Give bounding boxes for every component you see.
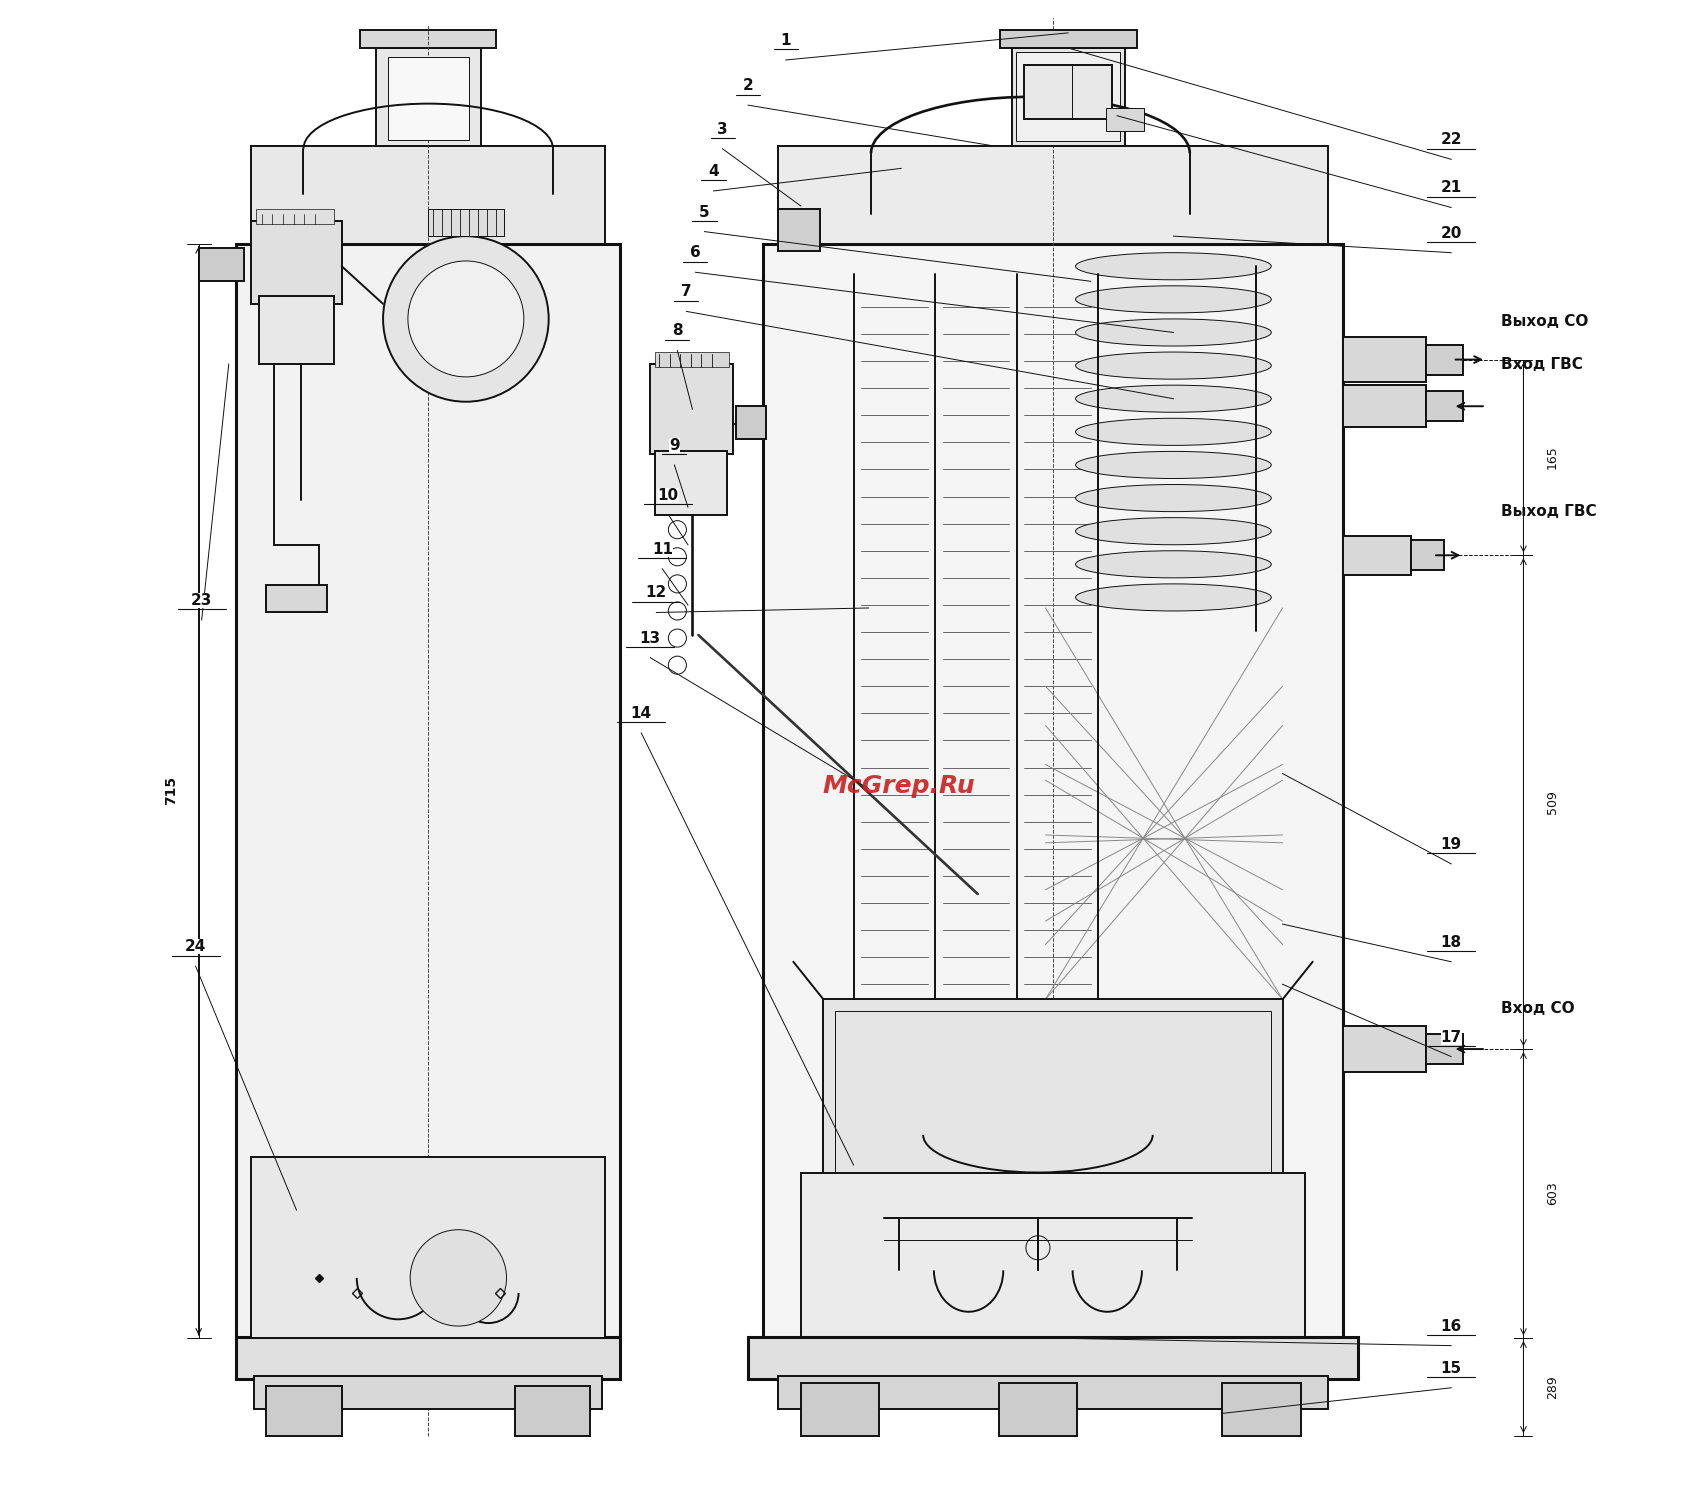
- Bar: [266, 585, 327, 612]
- Text: Выход ГВС: Выход ГВС: [1501, 505, 1597, 520]
- Ellipse shape: [1076, 385, 1271, 413]
- Bar: [266, 1386, 342, 1435]
- Text: Выход СО: Выход СО: [1501, 314, 1589, 329]
- Bar: [998, 1383, 1078, 1435]
- Bar: [252, 1157, 606, 1339]
- Bar: [736, 406, 766, 440]
- Text: 4: 4: [709, 163, 719, 178]
- Bar: [237, 1337, 621, 1378]
- Bar: [360, 30, 496, 48]
- Text: 20: 20: [1440, 225, 1462, 240]
- Bar: [1426, 1034, 1464, 1064]
- Bar: [259, 296, 333, 364]
- Text: 9: 9: [668, 438, 680, 453]
- Circle shape: [382, 236, 548, 402]
- Bar: [778, 145, 1328, 243]
- Bar: [650, 364, 733, 455]
- Bar: [1024, 65, 1112, 119]
- Text: 2: 2: [743, 79, 753, 94]
- Bar: [254, 1375, 602, 1408]
- Text: Вход ГВС: Вход ГВС: [1501, 357, 1582, 372]
- Bar: [1012, 48, 1125, 145]
- Text: 6: 6: [690, 245, 700, 260]
- Ellipse shape: [1076, 452, 1271, 479]
- Bar: [1000, 30, 1137, 48]
- Text: 11: 11: [651, 542, 673, 556]
- Text: 16: 16: [1440, 1319, 1462, 1334]
- Text: McGrep.Ru: McGrep.Ru: [822, 774, 975, 798]
- Bar: [1222, 1383, 1301, 1435]
- Text: Вход СО: Вход СО: [1501, 1000, 1575, 1015]
- Text: 715: 715: [164, 777, 179, 805]
- Text: 18: 18: [1440, 935, 1462, 950]
- Text: 21: 21: [1440, 180, 1462, 195]
- Bar: [1343, 1026, 1426, 1071]
- Bar: [255, 209, 333, 224]
- Bar: [655, 452, 728, 515]
- Text: 8: 8: [672, 323, 682, 338]
- Text: 603: 603: [1546, 1182, 1558, 1206]
- Bar: [836, 1011, 1271, 1183]
- Bar: [1426, 345, 1464, 375]
- Ellipse shape: [1076, 319, 1271, 346]
- Bar: [252, 145, 606, 243]
- Text: 7: 7: [682, 284, 692, 299]
- Ellipse shape: [1076, 518, 1271, 545]
- Text: 13: 13: [640, 630, 662, 645]
- Text: 509: 509: [1546, 790, 1558, 814]
- Text: 12: 12: [646, 585, 667, 600]
- Text: 19: 19: [1440, 837, 1462, 852]
- Bar: [800, 1383, 880, 1435]
- Ellipse shape: [1076, 583, 1271, 610]
- Circle shape: [408, 261, 525, 376]
- Bar: [428, 209, 504, 236]
- Ellipse shape: [1076, 286, 1271, 313]
- Bar: [1343, 337, 1426, 382]
- Bar: [198, 248, 244, 281]
- Bar: [763, 243, 1343, 1339]
- Bar: [1411, 541, 1443, 570]
- Bar: [1017, 53, 1120, 142]
- Bar: [1107, 109, 1144, 131]
- Ellipse shape: [1076, 252, 1271, 280]
- Text: 22: 22: [1440, 133, 1462, 147]
- Ellipse shape: [1076, 552, 1271, 577]
- Text: 17: 17: [1440, 1029, 1462, 1044]
- Bar: [748, 1337, 1359, 1378]
- Text: 10: 10: [658, 488, 678, 503]
- Bar: [387, 57, 469, 141]
- Text: 14: 14: [631, 706, 651, 721]
- Bar: [376, 48, 481, 145]
- Bar: [514, 1386, 591, 1435]
- Text: 5: 5: [699, 204, 711, 219]
- Text: 24: 24: [184, 940, 206, 955]
- Text: 289: 289: [1546, 1375, 1558, 1399]
- Text: 23: 23: [191, 592, 213, 607]
- Text: 3: 3: [717, 122, 728, 138]
- Bar: [655, 352, 729, 367]
- Text: 15: 15: [1440, 1361, 1462, 1375]
- Ellipse shape: [1076, 485, 1271, 512]
- Ellipse shape: [1076, 419, 1271, 446]
- Bar: [778, 209, 821, 251]
- Bar: [1343, 536, 1411, 574]
- Circle shape: [409, 1230, 506, 1327]
- Bar: [1343, 385, 1426, 428]
- Bar: [824, 999, 1283, 1195]
- Text: 165: 165: [1546, 446, 1558, 470]
- Text: 1: 1: [780, 33, 792, 48]
- Bar: [778, 1375, 1328, 1408]
- Bar: [252, 221, 342, 304]
- Ellipse shape: [1076, 352, 1271, 379]
- Bar: [800, 1173, 1305, 1339]
- Bar: [237, 243, 621, 1339]
- Bar: [1426, 391, 1464, 422]
